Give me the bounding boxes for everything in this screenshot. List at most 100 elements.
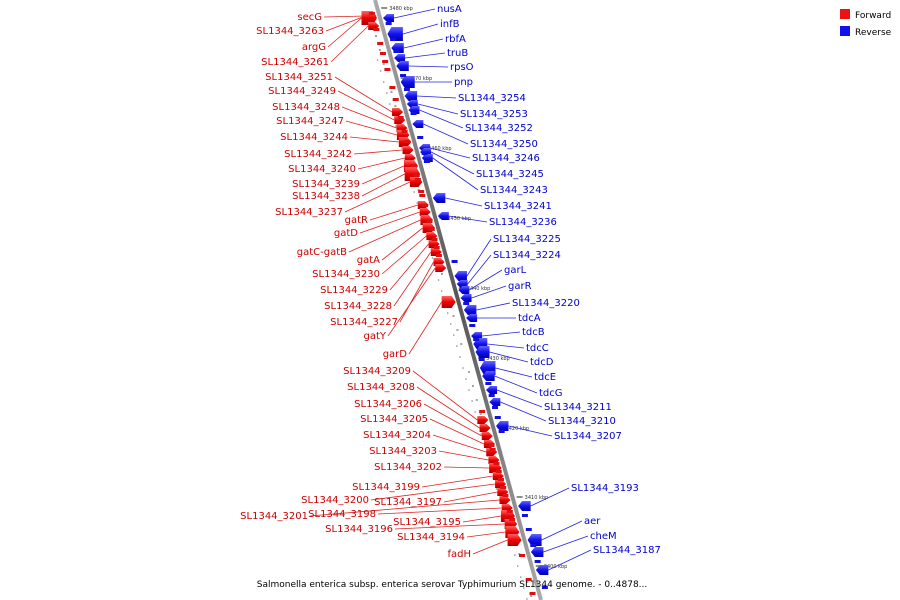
gene-leader-line	[393, 251, 432, 307]
gene-label: gatY	[363, 331, 386, 342]
gene-feature-small	[410, 164, 417, 167]
gene-label: secG	[297, 12, 322, 23]
reverse-gene-sl1344-3207	[496, 421, 509, 431]
gene-leader-line	[327, 17, 362, 48]
forward-gene-gaty	[435, 264, 447, 272]
gene-label: garL	[504, 265, 527, 276]
gene-leader-line	[429, 147, 471, 159]
axis-dot	[465, 378, 467, 380]
gene-label: truB	[447, 48, 468, 59]
gene-label: infB	[440, 19, 460, 30]
gene-leader-line	[330, 25, 369, 63]
gene-label: SL1344_3209	[343, 366, 411, 377]
forward-gene-sl1344-3242	[402, 146, 414, 154]
gene-feature-block	[463, 305, 477, 315]
axis-dot	[495, 488, 498, 490]
gene-label: SL1344_3208	[347, 382, 415, 393]
gene-leader-line	[432, 434, 487, 453]
gene-feature-small	[392, 98, 399, 101]
reverse-gene-aer	[527, 534, 542, 546]
gene-label: tdcG	[539, 388, 563, 399]
gene-leader-line	[393, 8, 436, 19]
gene-label: SL1344_3200	[301, 495, 369, 506]
gene-label: SL1344_3230	[312, 269, 380, 280]
gene-feature-small	[506, 510, 513, 513]
gene-feature-small	[373, 28, 380, 31]
gene-feature-block	[518, 501, 531, 511]
scale-tick-3410-kbp: 3410 kbp	[516, 495, 549, 501]
gene-leader-line	[387, 267, 436, 337]
gene-leader-line	[337, 90, 395, 121]
gene-leader-line	[408, 301, 442, 355]
gene-feature-small	[385, 22, 392, 25]
gene-label: SL1344_3205	[360, 414, 428, 425]
gene-label: SL1344_3202	[374, 462, 442, 473]
gene-label: SL1344_3250	[470, 139, 538, 150]
gene-label: rpsO	[450, 62, 474, 73]
axis-dot	[385, 92, 388, 94]
gene-leader-line	[353, 149, 403, 155]
reverse-gene-tdcg	[482, 371, 495, 381]
scale-tick-label: 3480 kbp	[389, 6, 413, 12]
gene-feature-small	[421, 152, 428, 155]
gene-label: cheM	[590, 531, 617, 542]
gene-label: tdcB	[522, 327, 545, 338]
gene-feature-small	[423, 160, 430, 163]
legend-forward-label: Forward	[855, 11, 891, 21]
gene-feature-small	[410, 112, 417, 115]
gene-feature-small	[485, 382, 492, 385]
reverse-gene-sl1344-3225	[454, 271, 467, 281]
gene-leader-line	[381, 227, 423, 261]
axis-dot	[456, 345, 458, 347]
gene-feature-small	[494, 416, 501, 419]
gene-feature-small	[404, 140, 411, 143]
gene-label: SL1344_3263	[256, 26, 324, 37]
gene-leader-line	[361, 173, 405, 197]
gene-leader-line	[462, 515, 501, 523]
reverse-gene-sl1344-3211	[486, 386, 498, 394]
axis-dot	[520, 576, 522, 578]
gene-feature-small	[379, 52, 386, 55]
gene-leader-line	[445, 197, 483, 207]
gene-leader-line	[423, 123, 469, 145]
gene-feature-small	[463, 302, 470, 305]
gene-label: tdcA	[518, 313, 541, 324]
gene-label: SL1344_3227	[330, 317, 398, 328]
gene-label: SL1344_3237	[275, 207, 343, 218]
gene-feature-small	[419, 194, 426, 197]
gene-leader-line	[419, 109, 464, 129]
gene-feature-small	[489, 448, 496, 451]
reverse-gene-garl	[458, 286, 470, 294]
gene-label: SL1344_3207	[554, 431, 622, 442]
axis-dot	[437, 279, 440, 281]
gene-label: SL1344_3228	[324, 301, 392, 312]
axis-dot	[446, 312, 449, 314]
gene-feature-block	[482, 371, 495, 381]
forward-gene-gatd	[419, 208, 431, 216]
scale-tick-label: 3410 kbp	[525, 495, 549, 501]
gene-label: SL1344_3246	[472, 153, 540, 164]
gene-feature-small	[488, 444, 495, 447]
gene-feature-small	[493, 462, 500, 465]
gene-feature-small	[418, 190, 425, 193]
gene-feature-small	[389, 86, 396, 89]
gene-leader-line	[543, 535, 589, 553]
gene-leader-line	[421, 475, 493, 488]
gene-feature-small	[492, 406, 499, 409]
gene-feature-block	[394, 54, 406, 62]
gene-feature-block	[432, 193, 446, 203]
legend: Forward Reverse	[840, 9, 892, 38]
gene-leader-line	[408, 65, 449, 68]
gene-leader-line	[389, 243, 429, 291]
gene-leader-line	[496, 389, 543, 408]
gene-label: SL1344_3206	[354, 399, 422, 410]
reverse-gene-tdcd	[475, 346, 490, 358]
axis-dot	[459, 356, 461, 358]
gene-label: fadH	[447, 549, 471, 560]
gene-leader-line	[345, 120, 398, 136]
gene-label: SL1344_3241	[484, 201, 552, 212]
gene-label: SL1344_3252	[465, 123, 533, 134]
gene-leader-line	[443, 466, 490, 469]
gene-label: SL1344_3236	[489, 217, 557, 228]
map-caption: Salmonella enterica subsp. enterica sero…	[257, 580, 648, 590]
